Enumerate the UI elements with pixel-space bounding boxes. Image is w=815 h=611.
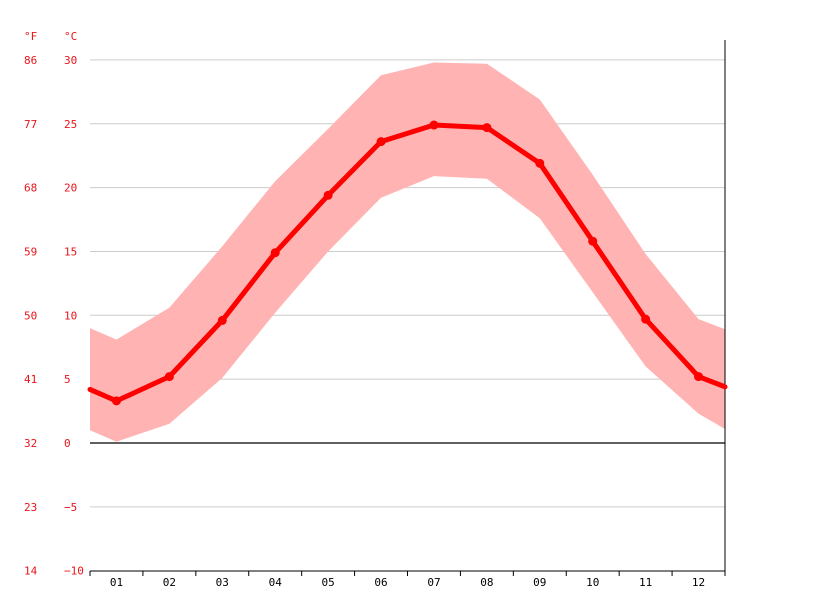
y-tick-label-c: 15	[64, 245, 77, 258]
x-tick-label: 08	[480, 576, 493, 589]
x-tick-label: 10	[586, 576, 599, 589]
y-tick-label-f: 14	[24, 565, 38, 578]
y-tick-label-c: 20	[64, 182, 77, 195]
data-point	[535, 158, 545, 168]
unit-fahrenheit-label: °F	[24, 30, 37, 43]
y-tick-label-f: 68	[24, 182, 37, 195]
x-tick-label: 05	[322, 576, 335, 589]
x-tick-label: 01	[110, 576, 123, 589]
mean-temperature-series	[87, 120, 728, 406]
y-tick-label-f: 41	[24, 373, 37, 386]
range-band-area	[90, 62, 725, 442]
y-tick-label-c: 5	[64, 373, 71, 386]
data-point	[694, 372, 704, 382]
mean-line	[87, 122, 728, 404]
data-point	[270, 248, 280, 258]
x-tick-label: 07	[427, 576, 440, 589]
data-point	[641, 314, 651, 324]
data-point	[217, 315, 227, 325]
y-tick-label-c: 0	[64, 437, 71, 450]
data-point	[429, 120, 439, 130]
y-tick-label-c: −5	[64, 501, 77, 514]
data-point	[482, 123, 492, 133]
y-tick-label-f: 59	[24, 245, 37, 258]
x-tick-label: 09	[533, 576, 546, 589]
y-tick-label-f: 77	[24, 118, 37, 131]
x-tick-label: 06	[374, 576, 387, 589]
y-tick-label-c: 10	[64, 309, 77, 322]
x-tick-label: 12	[692, 576, 705, 589]
axes	[89, 40, 726, 576]
x-tick-label: 02	[163, 576, 176, 589]
y-tick-label-c: 25	[64, 118, 77, 131]
data-point	[164, 372, 174, 382]
y-tick-label-c: 30	[64, 54, 77, 67]
data-point	[111, 396, 121, 406]
x-tick-label: 11	[639, 576, 652, 589]
x-tick-label: 04	[269, 576, 283, 589]
temperature-range-band	[90, 62, 725, 442]
data-point	[588, 236, 598, 246]
y-tick-label-f: 23	[24, 501, 37, 514]
y-tick-label-f: 32	[24, 437, 37, 450]
tick-labels: °F °C 86 30 77 25 68 20 59 15 50 10 41 5 32 0 23 −5 14 −1…	[24, 30, 705, 589]
unit-celsius-label: °C	[64, 30, 77, 43]
x-tick-label: 03	[216, 576, 229, 589]
y-tick-label-c: −10	[64, 565, 84, 578]
y-tick-label-f: 86	[24, 54, 37, 67]
data-point	[376, 137, 386, 147]
data-point	[323, 190, 333, 200]
y-tick-label-f: 50	[24, 309, 37, 322]
